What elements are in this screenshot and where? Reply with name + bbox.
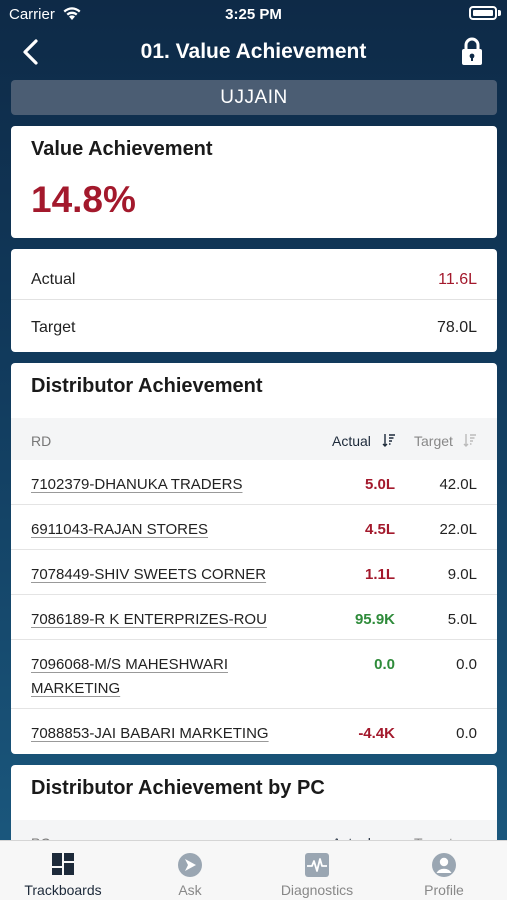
distributor-target: 9.0L — [447, 566, 477, 583]
value-achievement-card: Value Achievement 14.8% — [11, 126, 497, 238]
distributor-actual: 95.9K — [354, 611, 395, 628]
distributor-target: 0.0 — [456, 656, 477, 673]
table-row[interactable]: 7088853-JAI BABARI MARKETING -4.4K 0.0 — [11, 709, 497, 754]
distributor-by-pc-card: Distributor Achievement by PC PC Actual … — [11, 765, 497, 845]
table-row[interactable]: 6911043-RAJAN STORES 4.5L 22.0L — [11, 505, 497, 550]
tab-ask[interactable]: Ask — [127, 841, 253, 900]
page-title: 01. Value Achievement — [140, 40, 367, 63]
actual-value: 11.6L — [438, 271, 477, 288]
distributor-achievement-card: Distributor Achievement RD Actual Target… — [11, 363, 497, 754]
distributor-actual: 1.1L — [364, 566, 395, 583]
summary-card: Actual 11.6L Target 78.0L — [11, 249, 497, 352]
tab-label: Trackboards — [24, 882, 102, 898]
table-row[interactable]: 7078449-SHIV SWEETS CORNER 1.1L 9.0L — [11, 550, 497, 595]
distributor-actual: 5.0L — [364, 476, 395, 493]
actual-row: Actual 11.6L — [11, 249, 497, 300]
distributor-target: 42.0L — [439, 476, 477, 493]
distributor-actual: 0.0 — [374, 656, 395, 673]
target-row: Target 78.0L — [11, 301, 497, 352]
target-label: Target — [31, 319, 76, 336]
distributor-name[interactable]: 7078449-SHIV SWEETS CORNER — [31, 566, 267, 583]
tab-label: Ask — [178, 882, 202, 898]
battery-icon — [469, 6, 497, 20]
column-target-sort[interactable]: Target — [414, 433, 453, 449]
distributor-achievement-title: Distributor Achievement — [31, 375, 263, 397]
status-bar: Carrier 3:25 PM — [0, 0, 507, 28]
status-time: 3:25 PM — [225, 6, 282, 23]
tab-trackboards[interactable]: Trackboards — [0, 841, 126, 900]
tab-diagnostics[interactable]: Diagnostics — [254, 841, 380, 900]
column-rd: RD — [31, 433, 52, 449]
battery-tip — [498, 10, 501, 16]
distributor-actual: -4.4K — [358, 725, 395, 742]
table-row[interactable]: 7086189-R K ENTERPRIZES-ROU 95.9K 5.0L — [11, 595, 497, 640]
distributor-name[interactable]: 7102379-DHANUKA TRADERS — [31, 476, 243, 493]
carrier-label: Carrier — [9, 6, 55, 23]
actual-label: Actual — [31, 271, 76, 288]
diagnostics-icon — [305, 853, 329, 877]
sort-icon[interactable] — [463, 433, 477, 447]
table-row[interactable]: 7102379-DHANUKA TRADERS 5.0L 42.0L — [11, 460, 497, 505]
value-achievement-value: 14.8% — [31, 179, 136, 220]
distributor-target: 0.0 — [456, 725, 477, 742]
tab-label: Profile — [424, 882, 464, 898]
nav-bar: 01. Value Achievement — [0, 28, 507, 76]
distributor-target: 5.0L — [447, 611, 477, 628]
tab-bar: Trackboards Ask Diagnostics Profile — [0, 840, 507, 900]
tab-profile[interactable]: Profile — [381, 841, 507, 900]
distributor-name[interactable]: 7088853-JAI BABARI MARKETING — [31, 725, 269, 742]
sort-descending-icon[interactable] — [382, 433, 396, 447]
lock-icon[interactable] — [459, 36, 485, 68]
target-value: 78.0L — [436, 319, 477, 336]
tab-label: Diagnostics — [280, 882, 354, 898]
wifi-icon — [63, 7, 81, 20]
value-achievement-title: Value Achievement — [31, 138, 213, 160]
table-row[interactable]: 7096068-M/S MAHESHWARI MARKETING 0.0 0.0 — [11, 640, 497, 709]
distributor-name[interactable]: 6911043-RAJAN STORES — [31, 521, 209, 538]
distributor-actual: 4.5L — [364, 521, 395, 538]
distributor-by-pc-title: Distributor Achievement by PC — [31, 777, 325, 799]
column-actual-sort[interactable]: Actual — [332, 433, 371, 449]
distributor-target: 22.0L — [439, 521, 477, 538]
chevron-left-icon[interactable] — [16, 36, 48, 68]
profile-icon — [432, 853, 456, 877]
distributor-name[interactable]: 7096068-M/S MAHESHWARI MARKETING — [31, 656, 229, 697]
table-header: RD Actual Target — [11, 418, 497, 460]
trackboards-icon — [52, 853, 74, 875]
ask-icon — [178, 853, 202, 877]
region-selector[interactable]: UJJAIN — [11, 80, 497, 115]
distributor-name[interactable]: 7086189-R K ENTERPRIZES-ROU — [31, 611, 267, 628]
